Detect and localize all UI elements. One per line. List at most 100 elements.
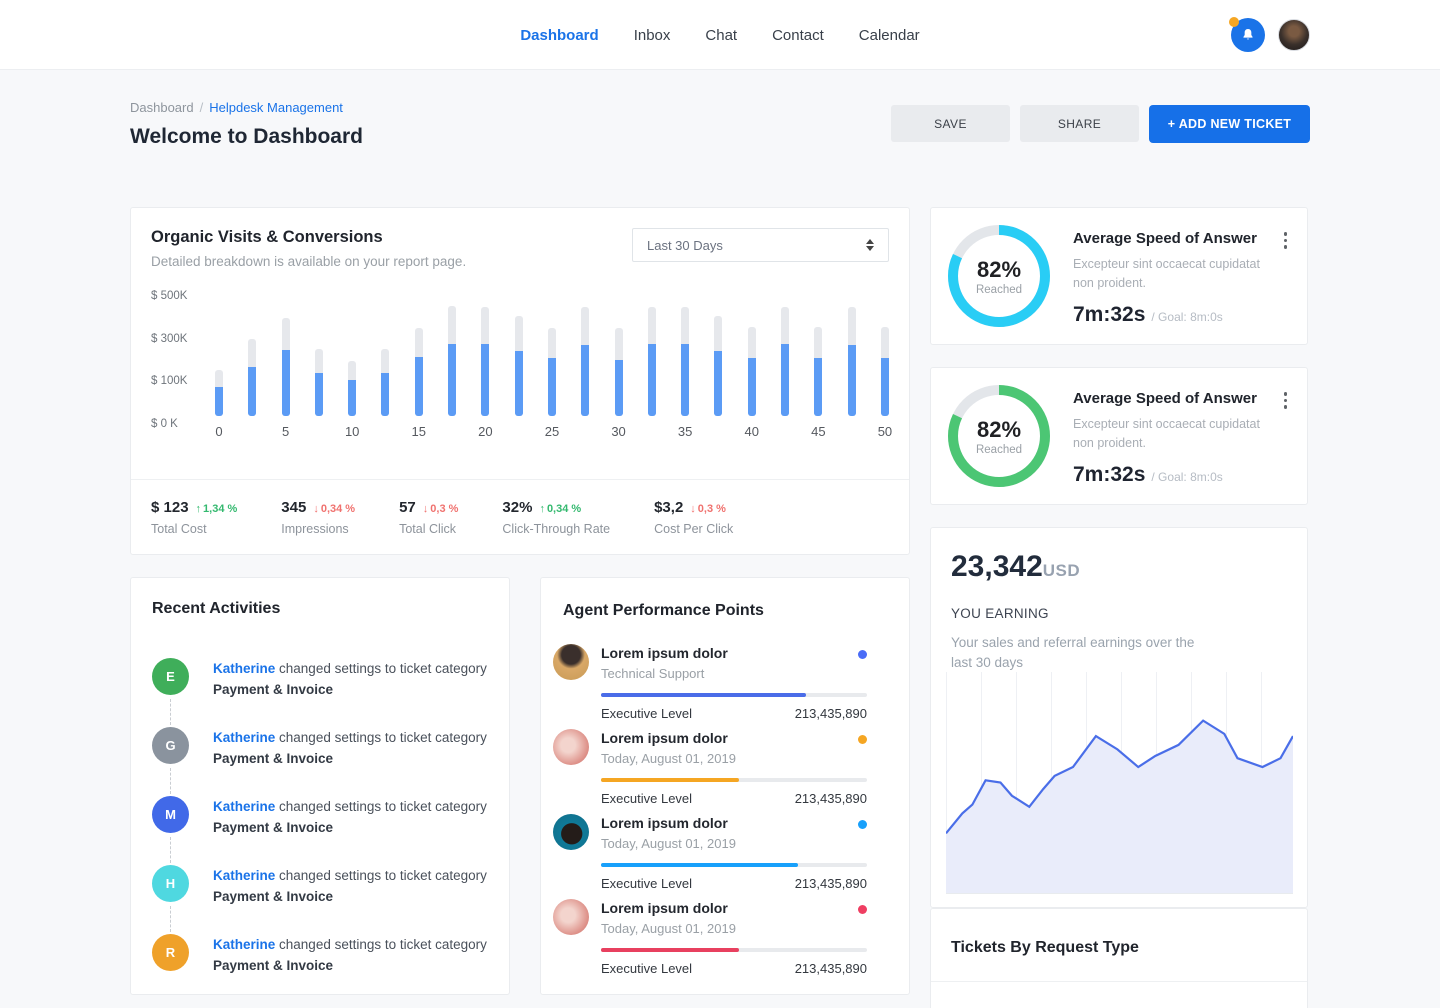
share-button[interactable]: SHARE — [1020, 105, 1139, 142]
agent-subtitle: Today, August 01, 2019 — [601, 921, 736, 936]
activity-text: Katherine changed settings to ticket cat… — [213, 865, 487, 934]
x-tick-label: 10 — [344, 424, 360, 439]
down-arrow-icon: ↓ — [313, 502, 319, 515]
bar — [314, 296, 323, 416]
breadcrumb: Dashboard / Helpdesk Management — [130, 100, 343, 115]
bar — [414, 296, 423, 416]
activity-user-link[interactable]: Katherine — [213, 661, 276, 676]
activity-text: Katherine changed settings to ticket cat… — [213, 796, 487, 865]
bar — [581, 296, 590, 416]
earnings-card: 23,342 USD YOU EARNING Your sales and re… — [930, 527, 1308, 908]
notification-badge — [1229, 17, 1239, 27]
nav-item-inbox[interactable]: Inbox — [633, 26, 671, 44]
stat-label: Total Click — [399, 521, 457, 536]
agent-avatar — [553, 644, 589, 680]
activity-user-link[interactable]: Katherine — [213, 868, 276, 883]
status-dot-icon — [858, 735, 867, 744]
tickets-card-title: Tickets By Request Type — [951, 939, 1139, 956]
nav-item-dashboard[interactable]: Dashboard — [520, 26, 599, 44]
activity-user-link[interactable]: Katherine — [213, 730, 276, 745]
earnings-amount: 23,342 — [951, 550, 1043, 583]
agent-item: Lorem ipsum dolor Today, August 01, 2019 E… — [553, 897, 867, 982]
nav-item-chat[interactable]: Chat — [705, 26, 738, 44]
agent-progress-bar — [601, 693, 867, 697]
agent-item: Lorem ipsum dolor Today, August 01, 2019 E… — [553, 727, 867, 812]
organic-visits-title: Organic Visits & Conversions — [151, 228, 383, 246]
notifications-button[interactable] — [1229, 17, 1265, 52]
activity-user-link[interactable]: Katherine — [213, 799, 276, 814]
nav-item-calendar[interactable]: Calendar — [858, 26, 920, 44]
timeline-connector — [170, 768, 171, 794]
up-arrow-icon: ↑ — [195, 502, 202, 515]
bar — [681, 296, 690, 416]
breadcrumb-current[interactable]: Helpdesk Management — [209, 100, 343, 115]
speed-of-answer-card-1: 82% Reached Average Speed of Answer Exce… — [930, 207, 1308, 345]
down-arrow-icon: ↓ — [690, 502, 696, 515]
activity-avatar: H — [152, 865, 189, 902]
recent-activities-title: Recent Activities — [152, 600, 281, 617]
timeline-connector — [170, 906, 171, 932]
x-tick-label — [315, 424, 323, 439]
top-navigation-bar: Dashboard Inbox Chat Contact Calendar — [0, 0, 1440, 70]
period-select[interactable]: Last 30 Days — [632, 228, 889, 262]
bar — [281, 296, 290, 416]
nav-item-contact[interactable]: Contact — [772, 26, 824, 44]
agent-points: 213,435,890 — [794, 706, 867, 721]
x-tick-label — [381, 424, 389, 439]
stat-value: 57 — [399, 498, 416, 516]
bar — [348, 296, 357, 416]
agent-avatar — [553, 899, 589, 935]
x-tick-label: 35 — [677, 424, 693, 439]
kpi-stats-row: $ 123 ↑ 1,34 % Total Cost 345 ↓ 0,34 % Impressi… — [131, 479, 909, 554]
y-tick-label: $ 100K — [151, 375, 188, 388]
agent-performance-card: Agent Performance Points Lorem ipsum dol… — [540, 577, 910, 995]
activity-item: R Katherine changed settings to ticket ca… — [152, 934, 488, 1003]
activity-target: Payment & Invoice — [213, 681, 334, 697]
speed-time: 7m:32s — [1073, 302, 1146, 326]
kebab-menu-icon[interactable] — [1282, 230, 1290, 251]
stat-value: $3,2 — [654, 498, 684, 516]
x-tick-label: 5 — [281, 424, 290, 439]
donut-chart-cyan: 82% Reached — [947, 224, 1051, 328]
activity-item: M Katherine changed settings to ticket ca… — [152, 796, 488, 865]
add-new-ticket-button[interactable]: + ADD NEW TICKET — [1149, 105, 1310, 143]
breadcrumb-parent[interactable]: Dashboard — [130, 100, 194, 115]
timeline-connector — [170, 837, 171, 863]
kpi-stat: $ 123 ↑ 1,34 % Total Cost — [151, 499, 237, 536]
bar — [481, 296, 490, 416]
recent-activities-card: Recent Activities E Katherine changed set… — [130, 577, 510, 995]
x-tick-label — [515, 424, 523, 439]
bar-chart-bars — [215, 296, 889, 416]
agent-progress-bar — [601, 948, 867, 952]
speed-time: 7m:32s — [1073, 462, 1146, 486]
activity-avatar: M — [152, 796, 189, 833]
bar — [647, 296, 656, 416]
bar — [248, 296, 257, 416]
stat-value: 345 — [281, 498, 307, 516]
earnings-label: YOU EARNING — [951, 606, 1049, 621]
agent-level: Executive Level — [601, 791, 693, 806]
x-tick-label — [848, 424, 856, 439]
activity-target: Payment & Invoice — [213, 819, 334, 835]
x-tick-label — [248, 424, 256, 439]
x-tick-label — [714, 424, 722, 439]
stat-value: 32% — [502, 498, 533, 516]
activity-avatar: G — [152, 727, 189, 764]
donut-label: Reached — [975, 443, 1023, 456]
agent-name: Lorem ipsum dolor — [601, 645, 728, 661]
x-tick-label: 15 — [411, 424, 427, 439]
bar — [880, 296, 889, 416]
organic-visits-subtitle: Detailed breakdown is available on your … — [151, 254, 467, 269]
save-button[interactable]: SAVE — [891, 105, 1010, 142]
activity-user-link[interactable]: Katherine — [213, 937, 276, 952]
x-tick-label — [581, 424, 589, 439]
page-content: Dashboard / Helpdesk Management Welcome to… — [130, 70, 1310, 1008]
user-avatar[interactable] — [1278, 19, 1310, 51]
agent-list: Lorem ipsum dolor Technical Support Execut… — [553, 642, 867, 982]
donut-percent: 82% — [976, 416, 1022, 442]
kebab-menu-icon[interactable] — [1282, 390, 1290, 411]
stat-delta: ↓ 0,3 % — [422, 502, 459, 515]
bar — [448, 296, 457, 416]
kpi-stat: 345 ↓ 0,34 % Impressions — [281, 499, 355, 536]
